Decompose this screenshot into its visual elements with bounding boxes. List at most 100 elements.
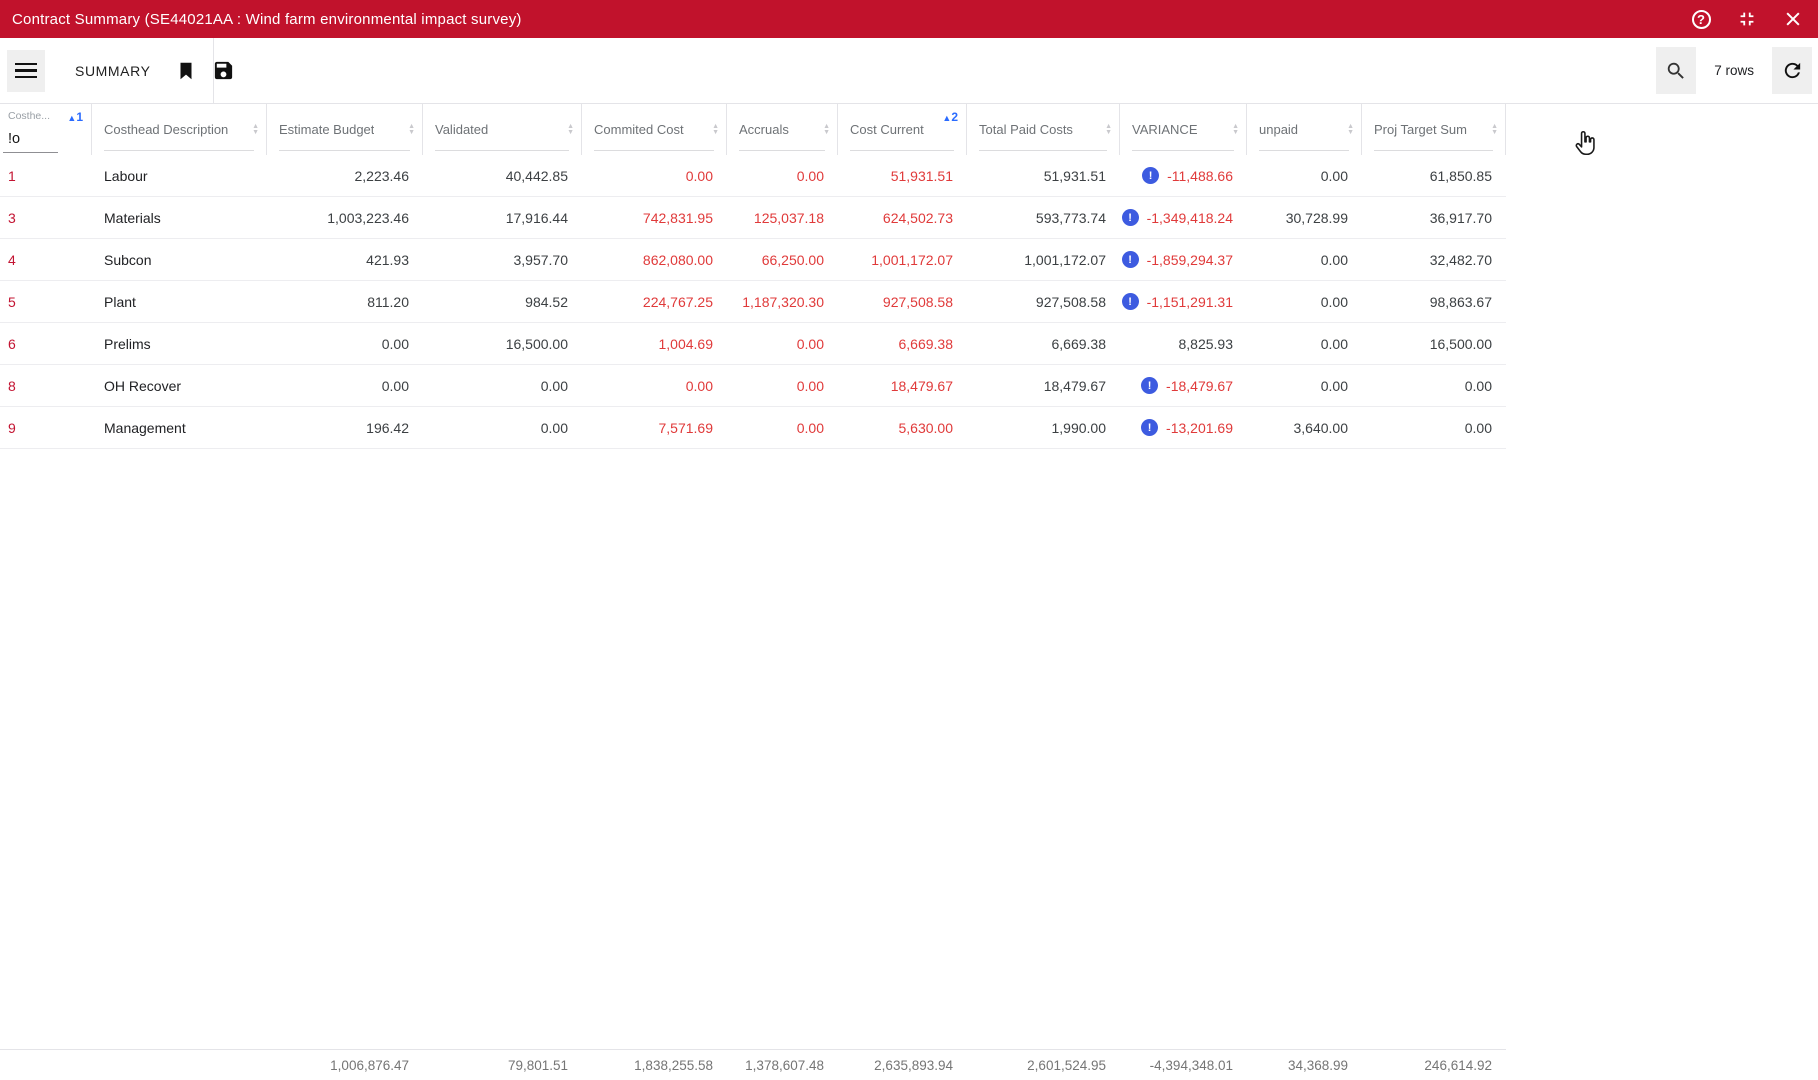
variance-alert-icon[interactable]: ! (1121, 209, 1139, 226)
column-header-costhead-no[interactable]: Costhe... ▲1 !o (0, 104, 92, 155)
variance-alert-icon[interactable]: ! (1141, 377, 1159, 394)
column-header-validated[interactable]: Validated ▲ ▼ (423, 104, 582, 155)
cell-commited-cost: 862,080.00 (642, 251, 713, 268)
column-header-total-paid-costs[interactable]: Total Paid Costs ▲ ▼ (967, 104, 1120, 155)
column-header-variance[interactable]: VARIANCE ▲ ▼ (1120, 104, 1247, 155)
variance-value: -1,859,294.37 (1146, 251, 1233, 268)
column-header-description[interactable]: Costhead Description ▲ ▼ (92, 104, 267, 155)
cell-commited-cost: 742,831.95 (642, 209, 713, 226)
cell-accruals: 0.00 (796, 419, 824, 436)
cell-cost-current: 18,479.67 (890, 377, 953, 394)
refresh-button[interactable] (1772, 47, 1812, 94)
cell-validated: 0.00 (540, 419, 568, 436)
cell-cost-current: 624,502.73 (882, 209, 953, 226)
variance-value: -13,201.69 (1166, 419, 1233, 436)
cell-accruals: 125,037.18 (753, 209, 824, 226)
sort-arrows-icon: ▲ ▼ (823, 122, 830, 136)
sort-asc-badge: ▲2 (942, 110, 958, 124)
cell-costhead-no: 4 (8, 251, 16, 268)
cell-proj-target-sum: 36,917.70 (1429, 209, 1492, 226)
cell-variance: ! -18,479.67 (1120, 365, 1247, 406)
cell-commited-cost: 1,004.69 (658, 335, 714, 352)
fullscreen-exit-button[interactable] (1734, 6, 1760, 32)
table-row[interactable]: 4 Subcon 421.93 3,957.70 862,080.00 66,2… (0, 239, 1506, 281)
table-row[interactable]: 5 Plant 811.20 984.52 224,767.25 1,187,3… (0, 281, 1506, 323)
cell-unpaid: 0.00 (1320, 377, 1348, 394)
total-estimate-budget: 1,006,876.47 (330, 1057, 409, 1073)
grid-header-row: Costhe... ▲1 !o Costhead Description ▲ ▼ … (0, 104, 1506, 155)
sort-arrows-icon: ▲ ▼ (1105, 122, 1112, 136)
filter-underline (739, 150, 825, 151)
cell-description: OH Recover (104, 377, 182, 394)
cell-description: Management (104, 419, 186, 436)
table-row[interactable]: 6 Prelims 0.00 16,500.00 1,004.69 0.00 6… (0, 323, 1506, 365)
cell-validated: 984.52 (525, 293, 568, 310)
cell-estimate-budget: 0.00 (381, 377, 409, 394)
cell-description: Prelims (104, 335, 151, 352)
summary-tab-label: SUMMARY (75, 62, 151, 79)
cell-validated: 3,957.70 (513, 251, 569, 268)
cell-proj-target-sum: 16,500.00 (1429, 335, 1492, 352)
total-accruals: 1,378,607.48 (745, 1057, 824, 1073)
save-button[interactable] (207, 54, 241, 88)
column-header-unpaid[interactable]: unpaid ▲ ▼ (1247, 104, 1362, 155)
cell-validated: 17,916.44 (505, 209, 568, 226)
variance-value: -18,479.67 (1166, 377, 1233, 394)
menu-button[interactable] (7, 49, 45, 92)
total-unpaid: 34,368.99 (1287, 1057, 1348, 1073)
cell-estimate-budget: 421.93 (366, 251, 409, 268)
sort-asc-badge: ▲1 (67, 110, 83, 124)
cell-commited-cost: 0.00 (685, 377, 713, 394)
total-total-paid-costs: 2,601,524.95 (1027, 1057, 1106, 1073)
cell-validated: 16,500.00 (505, 335, 568, 352)
column-header-commited-cost[interactable]: Commited Cost ▲ ▼ (582, 104, 727, 155)
filter-underline (1259, 150, 1349, 151)
cell-total-paid-costs: 927,508.58 (1035, 293, 1106, 310)
sort-asc-icon: ▲ (67, 113, 77, 123)
column-header-estimate-budget[interactable]: Estimate Budget ▲ ▼ (267, 104, 423, 155)
close-button[interactable] (1780, 6, 1806, 32)
cell-proj-target-sum: 0.00 (1464, 419, 1492, 436)
table-row[interactable]: 1 Labour 2,223.46 40,442.85 0.00 0.00 51… (0, 155, 1506, 197)
cell-accruals: 0.00 (796, 167, 824, 184)
cell-accruals: 0.00 (796, 335, 824, 352)
table-row[interactable]: 3 Materials 1,003,223.46 17,916.44 742,8… (0, 197, 1506, 239)
filter-underline (1374, 150, 1493, 151)
help-icon: ? (1691, 9, 1711, 29)
cell-cost-current: 1,001,172.07 (871, 251, 953, 268)
variance-alert-icon[interactable]: ! (1121, 293, 1139, 310)
table-row[interactable]: 8 OH Recover 0.00 0.00 0.00 0.00 18,479.… (0, 365, 1506, 407)
column-header-proj-target-sum[interactable]: Proj Target Sum ▲ ▼ (1362, 104, 1506, 155)
cell-unpaid: 0.00 (1320, 251, 1348, 268)
cell-total-paid-costs: 593,773.74 (1035, 209, 1106, 226)
total-description (92, 1050, 267, 1080)
cell-cost-current: 51,931.51 (890, 167, 953, 184)
cell-total-paid-costs: 6,669.38 (1051, 335, 1107, 352)
table-row[interactable]: 9 Management 196.42 0.00 7,571.69 0.00 5… (0, 407, 1506, 449)
cell-description: Plant (104, 293, 136, 310)
column-header-cost-current[interactable]: Cost Current ▲2 (838, 104, 967, 155)
save-icon (214, 61, 233, 80)
cell-total-paid-costs: 1,990.00 (1051, 419, 1107, 436)
total-validated: 79,801.51 (507, 1057, 568, 1073)
cell-proj-target-sum: 98,863.67 (1429, 293, 1492, 310)
filter-underline (979, 150, 1107, 151)
cell-estimate-budget: 196.42 (366, 419, 409, 436)
total-cost-current: 2,635,893.94 (874, 1057, 953, 1073)
window-titlebar: Contract Summary (SE44021AA : Wind farm … (0, 0, 1818, 38)
cell-unpaid: 0.00 (1320, 335, 1348, 352)
cell-unpaid: 0.00 (1320, 293, 1348, 310)
variance-alert-icon[interactable]: ! (1142, 167, 1160, 184)
sort-asc-icon: ▲ (942, 113, 952, 123)
bookmark-button[interactable] (169, 54, 203, 88)
variance-alert-icon[interactable]: ! (1121, 251, 1139, 268)
search-button[interactable] (1656, 47, 1697, 94)
variance-value: -11,488.66 (1167, 167, 1233, 184)
cell-description: Labour (104, 167, 148, 184)
cell-proj-target-sum: 61,850.85 (1429, 167, 1492, 184)
cell-total-paid-costs: 1,001,172.07 (1024, 251, 1106, 268)
help-button[interactable]: ? (1688, 6, 1714, 32)
variance-alert-icon[interactable]: ! (1141, 419, 1159, 436)
column-filter-input[interactable]: !o (8, 131, 21, 147)
column-header-accruals[interactable]: Accruals ▲ ▼ (727, 104, 838, 155)
